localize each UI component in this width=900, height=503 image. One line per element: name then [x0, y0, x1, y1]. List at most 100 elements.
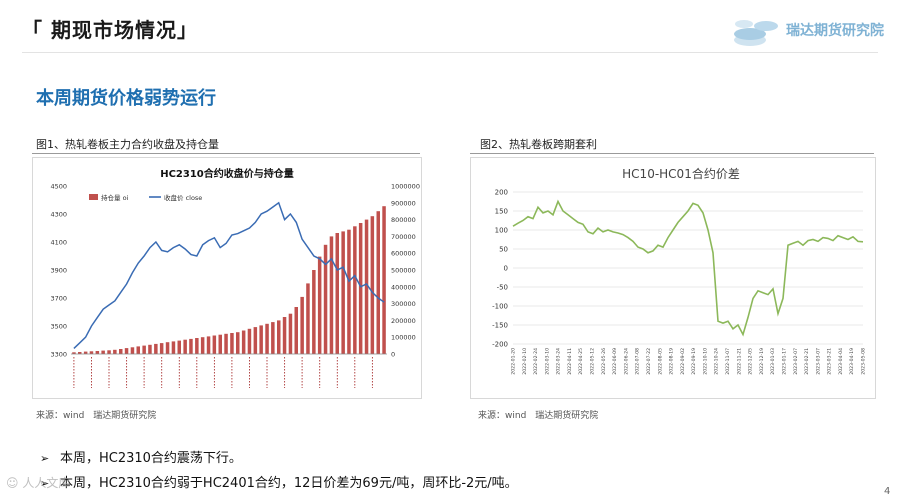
x-tick-label: 2023-04-19 — [849, 348, 855, 375]
y-tick-label-left: 4300 — [50, 211, 67, 219]
y-tick-label: 200 — [495, 189, 508, 197]
x-tick-label: 2023-05-08 — [861, 348, 867, 375]
watermark: ☺ 人人文库 — [6, 476, 71, 490]
legend-label-close: 收盘价 close — [164, 193, 202, 202]
chart2-svg: HC10-HC01合约价差 -200 -150 -100 -50 0 50 100 150 20… — [492, 166, 867, 375]
oi-bar — [341, 231, 345, 354]
oi-bar — [142, 345, 146, 354]
section-heading: 本周期货价格弱势运行 — [36, 88, 216, 109]
oi-bar — [329, 236, 334, 354]
x-tick-label: 2022-12-19 — [759, 348, 765, 375]
oi-bar — [300, 296, 304, 354]
oi-bar — [236, 332, 240, 354]
oi-bar — [247, 328, 252, 354]
figure2-source: 来源：wind 瑞达期货研究院 — [478, 411, 599, 421]
oi-bar — [370, 216, 375, 354]
chart1-svg: HC2310合约收盘价与持仓量 持仓量 oi 收盘价 close 3300 350… — [50, 167, 420, 388]
x-tick-label: 2023-03-07 — [815, 348, 821, 375]
oi-bar — [358, 223, 363, 354]
chart2-title: HC10-HC01合约价差 — [622, 166, 740, 181]
y-tick-label-left: 3300 — [50, 351, 67, 359]
page-title: 「 期现市场情况」 — [22, 18, 198, 42]
oi-bar — [159, 343, 164, 354]
y-tick-label-left: 3900 — [50, 267, 67, 275]
y-tick-label-right: 0 — [391, 351, 395, 359]
spread-line — [512, 199, 864, 337]
oi-bar — [218, 334, 222, 354]
x-tick-label: 2022-08-19 — [669, 348, 675, 375]
x-tick-label: 2023-03-21 — [827, 348, 833, 375]
x-tick-label: 2022-03-24 — [556, 348, 562, 375]
oi-bar — [382, 206, 386, 354]
y-tick-label-right: 500000 — [391, 267, 416, 275]
oi-bar — [165, 342, 170, 354]
x-tick-label: 2022-05-26 — [601, 348, 607, 375]
chart1-title: HC2310合约收盘价与持仓量 — [160, 167, 294, 180]
y-tick-label-right: 900000 — [391, 199, 416, 207]
y-tick-label-right: 400000 — [391, 283, 416, 291]
oi-bar — [265, 323, 269, 354]
x-tick-label: 2023-01-17 — [782, 348, 788, 375]
x-tick-label: 2022-10-24 — [714, 348, 720, 375]
oi-bar — [95, 351, 100, 354]
y-tick-label: 150 — [495, 208, 508, 216]
arrow-bullet-icon: ➢ — [40, 477, 50, 490]
figure1-divider — [32, 153, 420, 154]
oi-bar — [89, 351, 94, 354]
x-tick-label: 2022-03-10 — [544, 348, 550, 375]
y-tick-label-left: 3500 — [50, 323, 67, 331]
oi-bar — [364, 219, 369, 354]
y-tick-label-right: 300000 — [391, 300, 416, 308]
close-price-line — [73, 201, 385, 349]
bullet-item: ➢ 本周，HC2310合约弱于HC2401合约，12日价差为69元/吨，周环比-2… — [40, 472, 518, 491]
y-tick-label-left: 3700 — [50, 295, 67, 303]
oi-bar — [253, 327, 258, 354]
figure2-divider — [470, 153, 874, 154]
bullet-item: ➢ 本周，HC2310合约震荡下行。 — [40, 447, 242, 466]
x-tick-label: 2022-07-22 — [646, 348, 652, 375]
y-tick-label: 100 — [495, 227, 508, 235]
y-tick-label-left: 4500 — [50, 183, 67, 191]
oi-bar — [277, 320, 281, 354]
header-divider — [22, 52, 878, 53]
oi-bar — [171, 341, 176, 354]
oi-bar — [376, 211, 380, 354]
x-tick-label: 2023-02-21 — [804, 348, 810, 375]
oi-bar — [230, 333, 234, 354]
oi-bar — [306, 283, 310, 354]
x-tick-label: 2022-09-19 — [691, 348, 697, 375]
legend-label-oi: 持仓量 oi — [101, 193, 129, 202]
y-tick-label-right: 200000 — [391, 317, 416, 325]
oi-bar — [154, 343, 158, 354]
x-tick-label: 2022-06-24 — [623, 348, 629, 375]
x-tick-label: 2023-01-03 — [770, 348, 776, 375]
legend-swatch-oi — [89, 194, 98, 200]
y-tick-label: -150 — [492, 322, 508, 330]
oi-bar — [353, 226, 357, 354]
chart1-legend: 持仓量 oi 收盘价 close — [89, 193, 202, 202]
page-number: 4 — [884, 486, 891, 497]
x-tick-label: 2022-06-09 — [612, 348, 618, 375]
oi-bar — [101, 350, 105, 354]
oi-bar — [212, 335, 217, 354]
oi-bar — [148, 344, 152, 354]
x-tick-label: 2022-02-24 — [533, 348, 539, 375]
figure1-caption: 图1、热轧卷板主力合约收盘及持仓量 — [36, 138, 219, 151]
x-tick-label: 2022-04-25 — [578, 348, 584, 375]
x-tick-label: 2022-07-08 — [635, 348, 641, 375]
x-tick-label: 2022-11-21 — [736, 348, 742, 375]
y-tick-label-right: 100000 — [391, 334, 416, 342]
y-tick-label: -50 — [497, 284, 508, 292]
x-tick-label: 2022-12-05 — [748, 348, 754, 375]
oi-bar — [271, 322, 275, 354]
oi-bar — [282, 317, 287, 354]
oi-bar — [347, 229, 351, 354]
oi-bar — [335, 233, 339, 354]
oi-bar — [119, 349, 123, 354]
figure2-caption: 图2、热轧卷板跨期套利 — [480, 138, 597, 151]
oi-bar — [224, 333, 228, 354]
bullet-text: 本周，HC2310合约弱于HC2401合约，12日价差为69元/吨，周环比-2元… — [60, 476, 518, 491]
x-tick-label: 2022-10-10 — [702, 348, 708, 375]
oi-bar — [195, 338, 199, 354]
oi-bar — [130, 347, 135, 354]
